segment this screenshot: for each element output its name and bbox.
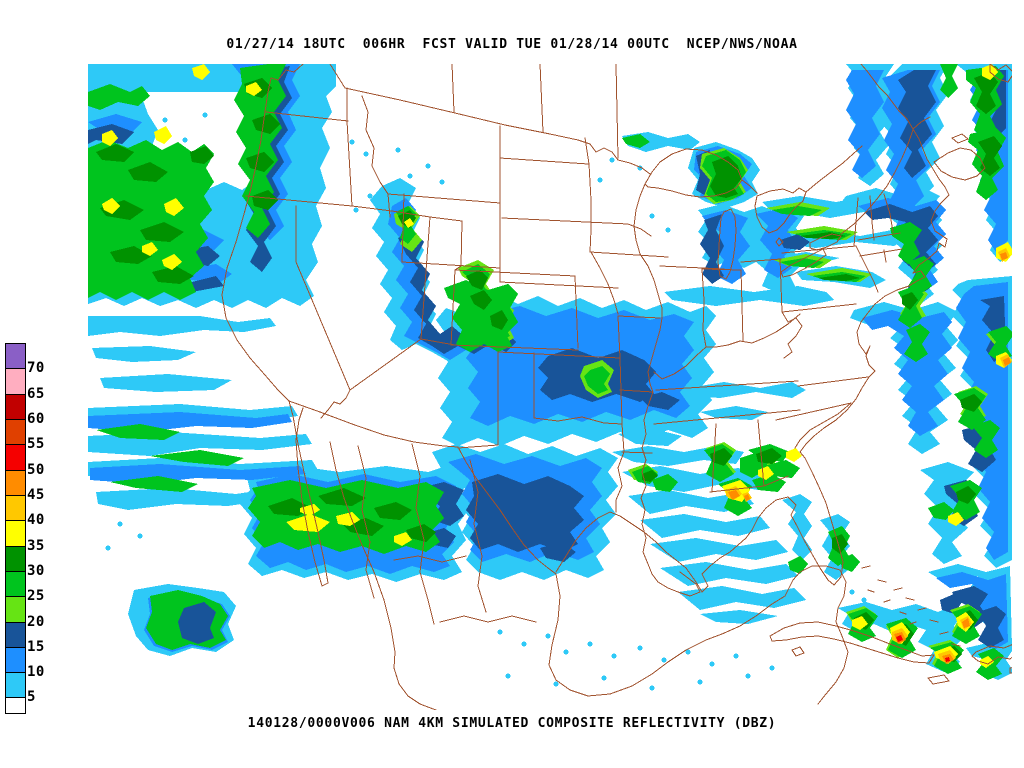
legend-label-15: 15 (27, 639, 45, 655)
legend-label-40: 40 (27, 512, 45, 528)
legend-swatch-60 (6, 395, 25, 420)
legend-swatch-55 (6, 420, 25, 445)
legend-label-55: 55 (27, 436, 45, 452)
radar-layer-45dbz (728, 252, 1011, 664)
legend-label-20: 20 (27, 614, 45, 630)
legend-label-5: 5 (27, 689, 36, 705)
legend-swatch-25 (6, 572, 25, 597)
legend-label-65: 65 (27, 386, 45, 402)
legend-label-60: 60 (27, 411, 45, 427)
legend-swatch-20 (6, 597, 25, 623)
legend-swatch-65 (6, 369, 25, 395)
legend-label-70: 70 (27, 360, 45, 376)
legend-swatch-70plus (6, 344, 25, 369)
legend-swatch-30 (6, 547, 25, 572)
legend-swatch-10 (6, 648, 25, 673)
legend-label-35: 35 (27, 538, 45, 554)
legend-swatch-5 (6, 673, 25, 698)
legend-label-45: 45 (27, 487, 45, 503)
legend-swatch-45 (6, 471, 25, 496)
legend-label-30: 30 (27, 563, 45, 579)
legend-swatch-15 (6, 623, 25, 648)
legend-label-25: 25 (27, 588, 45, 604)
legend-label-10: 10 (27, 664, 45, 680)
legend-swatch-35 (6, 521, 25, 547)
legend-swatch-40 (6, 496, 25, 521)
legend-swatch-50 (6, 445, 25, 471)
radar-layer-50dbz (896, 635, 950, 662)
radar-core-navy (178, 602, 216, 644)
dbz-color-scale-legend (5, 343, 26, 714)
state-borders (221, 64, 1012, 710)
forecast-header-title: 01/27/14 18UTC 006HR FCST VALID TUE 01/2… (226, 37, 798, 52)
legend-swatch-below5 (6, 698, 25, 713)
legend-label-50: 50 (27, 462, 45, 478)
product-footer-title: 140128/0000V006 NAM 4KM SIMULATED COMPOS… (247, 716, 777, 731)
